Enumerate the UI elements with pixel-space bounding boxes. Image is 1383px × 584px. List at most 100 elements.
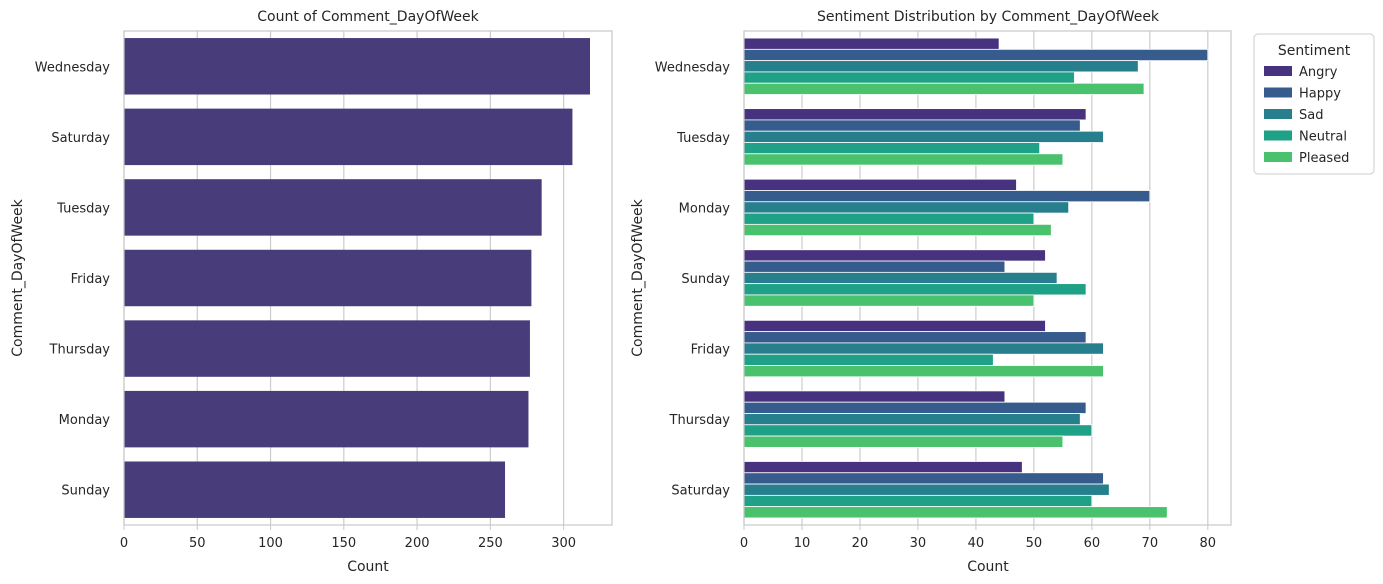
sentiment-x-tick-label: 60: [1084, 536, 1101, 551]
sentiment-x-tick-label: 50: [1026, 536, 1043, 551]
sentiment-bar-tuesday-pleased: [743, 153, 1064, 166]
count-x-tick-label: 150: [331, 536, 356, 551]
count-chart-bars: [124, 38, 591, 518]
sentiment-y-tick-label: Saturday: [671, 484, 730, 499]
sentiment-y-tick-label: Monday: [679, 201, 731, 216]
count-x-tick-label: 50: [189, 536, 206, 551]
sentiment-bar-monday-pleased: [743, 223, 1052, 237]
legend-label-pleased: Pleased: [1299, 151, 1349, 166]
count-bar-thursday: [124, 320, 530, 377]
sentiment-chart-x-label: Count: [967, 559, 1009, 575]
sentiment-bar-friday-pleased: [743, 365, 1104, 378]
sentiment-x-tick-label: 10: [794, 536, 811, 551]
sentiment-bar-tuesday-angry: [743, 108, 1087, 121]
sentiment-bar-thursday-sad: [743, 413, 1081, 426]
count-x-tick-label: 300: [551, 536, 576, 551]
count-bar-friday: [124, 249, 532, 307]
legend-title: Sentiment: [1278, 43, 1351, 59]
sentiment-bar-friday-angry: [743, 319, 1046, 333]
sentiment-bar-saturday-neutral: [743, 494, 1093, 508]
sentiment-x-tick-label: 70: [1142, 536, 1159, 551]
sentiment-bar-thursday-angry: [743, 390, 1006, 403]
sentiment-bar-monday-neutral: [743, 212, 1035, 225]
sentiment-bar-sunday-sad: [743, 271, 1058, 285]
sentiment-bar-saturday-pleased: [743, 506, 1168, 519]
sentiment-bar-thursday-neutral: [743, 424, 1093, 437]
count-bar-tuesday: [124, 179, 542, 236]
legend-swatch-pleased: [1264, 152, 1292, 162]
count-chart-x-ticks: 0 50 100 150 200 250 300: [120, 525, 576, 551]
sentiment-bar-friday-happy: [743, 331, 1087, 344]
sentiment-chart-y-ticks: Wednesday Tuesday Monday Sunday Friday Thursd…: [655, 60, 731, 498]
count-chart-title: Count of Comment_DayOfWeek: [257, 9, 479, 25]
sentiment-x-tick-label: 40: [968, 536, 985, 551]
sentiment-bar-wednesday-sad: [743, 60, 1139, 73]
count-chart: 0 50 100 150 200 250 300 Wednesday Saturday Tues…: [10, 9, 613, 575]
sentiment-y-tick-label: Friday: [691, 343, 731, 358]
count-chart-frame: [123, 30, 613, 526]
sentiment-bar-monday-angry: [743, 178, 1017, 191]
sentiment-bar-sunday-angry: [743, 249, 1046, 262]
sentiment-bar-wednesday-angry: [743, 37, 1000, 50]
legend-swatch-neutral: [1264, 130, 1292, 141]
count-bar-saturday: [124, 108, 573, 166]
sentiment-bar-wednesday-happy: [743, 48, 1209, 62]
sentiment-bar-monday-sad: [743, 201, 1070, 214]
sentiment-chart-y-label: Comment_DayOfWeek: [630, 198, 646, 356]
sentiment-bar-saturday-sad: [743, 483, 1110, 496]
count-bar-sunday: [124, 461, 506, 518]
count-chart-y-ticks: Wednesday Saturday Tuesday Friday Thursday Mo…: [35, 60, 111, 498]
sentiment-bar-friday-sad: [743, 342, 1104, 355]
sentiment-bar-wednesday-pleased: [743, 82, 1145, 95]
count-y-tick-label: Tuesday: [56, 201, 110, 216]
legend-items: Angry Happy Sad Neutral Pleased: [1264, 65, 1349, 166]
sentiment-bar-thursday-happy: [743, 401, 1087, 414]
sentiment-x-tick-label: 30: [910, 536, 927, 551]
legend-swatch-angry: [1264, 66, 1292, 76]
sentiment-bar-tuesday-happy: [743, 119, 1081, 132]
sentiment-bar-tuesday-neutral: [743, 142, 1041, 155]
sentiment-bar-tuesday-sad: [743, 130, 1104, 143]
count-y-tick-label: Wednesday: [35, 60, 111, 75]
sentiment-x-tick-label: 20: [852, 536, 869, 551]
count-x-tick-label: 200: [405, 536, 430, 551]
count-y-tick-label: Monday: [59, 413, 111, 428]
sentiment-bar-sunday-happy: [743, 260, 1006, 273]
sentiment-bar-sunday-neutral: [743, 283, 1087, 296]
sentiment-chart-bars: [743, 37, 1209, 519]
count-y-tick-label: Thursday: [49, 343, 111, 358]
count-y-tick-label: Sunday: [61, 484, 110, 499]
count-y-tick-label: Saturday: [51, 131, 110, 146]
count-bar-monday: [124, 390, 529, 448]
sentiment-bar-monday-happy: [743, 190, 1151, 203]
count-x-tick-label: 0: [120, 536, 128, 551]
sentiment-x-tick-label: 80: [1200, 536, 1217, 551]
legend-label-happy: Happy: [1299, 87, 1341, 102]
sentiment-bar-saturday-angry: [743, 461, 1023, 474]
sentiment-y-tick-label: Tuesday: [676, 131, 730, 146]
legend-swatch-sad: [1264, 109, 1292, 119]
sentiment-chart-frame: [743, 30, 1232, 526]
count-bar-wednesday: [124, 38, 591, 95]
sentiment-bar-friday-neutral: [743, 353, 994, 366]
count-x-tick-label: 250: [478, 536, 503, 551]
sentiment-y-tick-label: Thursday: [669, 413, 731, 428]
sentiment-chart-x-ticks: 0 10 20 30 40 50 60 70 80: [740, 525, 1216, 551]
legend-label-neutral: Neutral: [1299, 130, 1347, 145]
sentiment-x-tick-label: 0: [740, 536, 748, 551]
sentiment-y-tick-label: Wednesday: [655, 60, 731, 75]
count-y-tick-label: Friday: [71, 272, 111, 287]
sentiment-bar-sunday-pleased: [743, 294, 1035, 307]
sentiment-bar-wednesday-neutral: [743, 71, 1075, 84]
sentiment-bar-thursday-pleased: [743, 435, 1064, 448]
count-x-tick-label: 100: [258, 536, 283, 551]
sentiment-legend: Sentiment Angry Happy Sad Neutral Pleased: [1253, 33, 1375, 175]
legend-swatch-happy: [1264, 87, 1292, 98]
legend-label-angry: Angry: [1299, 65, 1338, 80]
count-chart-x-label: Count: [347, 559, 389, 575]
sentiment-bar-saturday-happy: [743, 472, 1104, 485]
legend-label-sad: Sad: [1299, 108, 1323, 123]
sentiment-chart: 0 10 20 30 40 50 60 70 80 Wednesday Tuesday Monday…: [630, 9, 1375, 575]
sentiment-chart-title: Sentiment Distribution by Comment_DayOfW…: [817, 9, 1160, 25]
